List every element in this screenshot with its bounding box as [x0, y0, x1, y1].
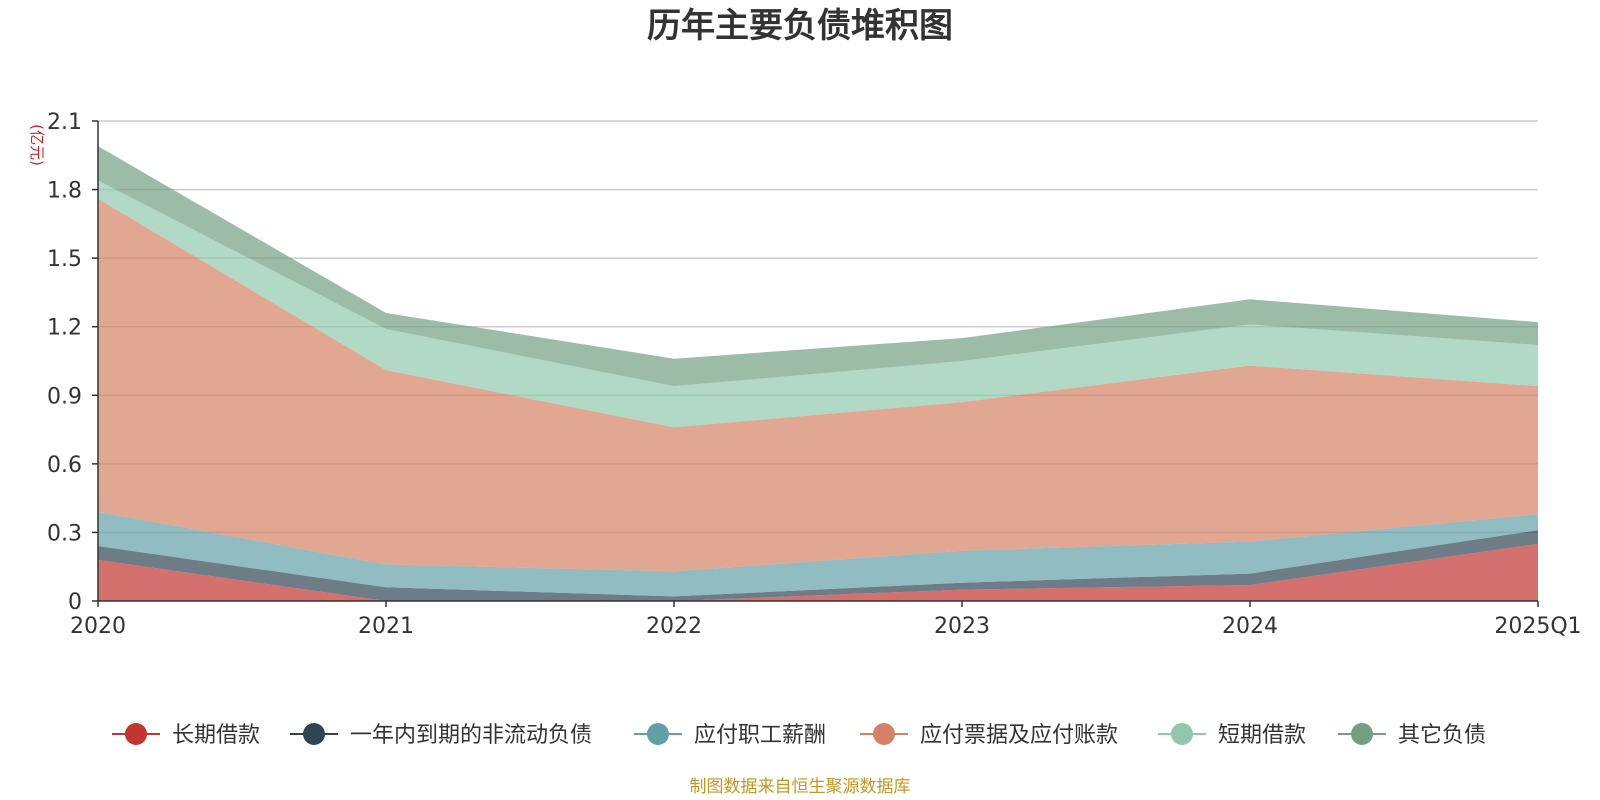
- y-tick-label: 0.3: [47, 521, 82, 546]
- legend-circle-icon: [1171, 723, 1193, 745]
- legend-label: 应付票据及应付账款: [920, 723, 1118, 748]
- y-axis-ticks: 0 0.3 0.6 0.9 1.2 1.5 1.8 2.1: [47, 110, 98, 615]
- area-series-6: [98, 146, 1538, 387]
- area-series-2: [98, 530, 1538, 601]
- legend: 长期借款 一年内到期的非流动负债 应付职工薪酬 应付票据及应付账款 短期借款 其它负债: [112, 723, 1486, 748]
- legend-label: 其它负债: [1398, 723, 1486, 748]
- legend-label: 短期借款: [1218, 723, 1306, 748]
- x-tick-label: 2020: [70, 614, 126, 639]
- x-tick-label: 2025Q1: [1494, 614, 1581, 639]
- x-axis-ticks: 2020 2021 2022 2023 2024 2025Q1: [70, 601, 1582, 639]
- legend-item-2[interactable]: 一年内到期的非流动负债: [290, 723, 592, 748]
- legend-circle-icon: [873, 723, 895, 745]
- legend-circle-icon: [1351, 723, 1373, 745]
- legend-circle-icon: [647, 723, 669, 745]
- x-tick-label: 2021: [358, 614, 414, 639]
- legend-item-3[interactable]: 应付职工薪酬: [634, 723, 826, 748]
- chart-title: 历年主要负债堆积图: [647, 6, 953, 46]
- y-tick-label: 1.8: [47, 179, 82, 204]
- legend-circle-icon: [125, 723, 147, 745]
- y-tick-label: 0: [68, 590, 82, 615]
- area-series-5: [98, 180, 1538, 428]
- x-tick-label: 2023: [934, 614, 990, 639]
- y-tick-label: 0.6: [47, 453, 82, 478]
- legend-label: 应付职工薪酬: [694, 723, 826, 748]
- x-tick-label: 2022: [646, 614, 702, 639]
- legend-item-1[interactable]: 长期借款: [112, 723, 260, 748]
- area-series-layer: [98, 146, 1538, 601]
- y-tick-label: 0.9: [47, 384, 82, 409]
- area-series-3: [98, 511, 1538, 597]
- legend-label: 一年内到期的非流动负债: [350, 723, 592, 748]
- source-note: 制图数据来自恒生聚源数据库: [690, 777, 911, 797]
- y-tick-label: 1.2: [47, 316, 82, 341]
- y-tick-label: 1.5: [47, 247, 82, 272]
- area-series-1: [98, 543, 1538, 601]
- y-tick-label: 2.1: [47, 110, 82, 135]
- legend-item-6[interactable]: 其它负债: [1338, 723, 1486, 748]
- legend-item-5[interactable]: 短期借款: [1158, 723, 1306, 748]
- legend-circle-icon: [303, 723, 325, 745]
- y-axis-unit-label: (亿元): [28, 124, 46, 166]
- area-series-4: [98, 198, 1538, 572]
- x-tick-label: 2024: [1222, 614, 1278, 639]
- legend-label: 长期借款: [172, 723, 260, 748]
- legend-item-4[interactable]: 应付票据及应付账款: [860, 723, 1118, 748]
- axes: [97, 121, 1538, 602]
